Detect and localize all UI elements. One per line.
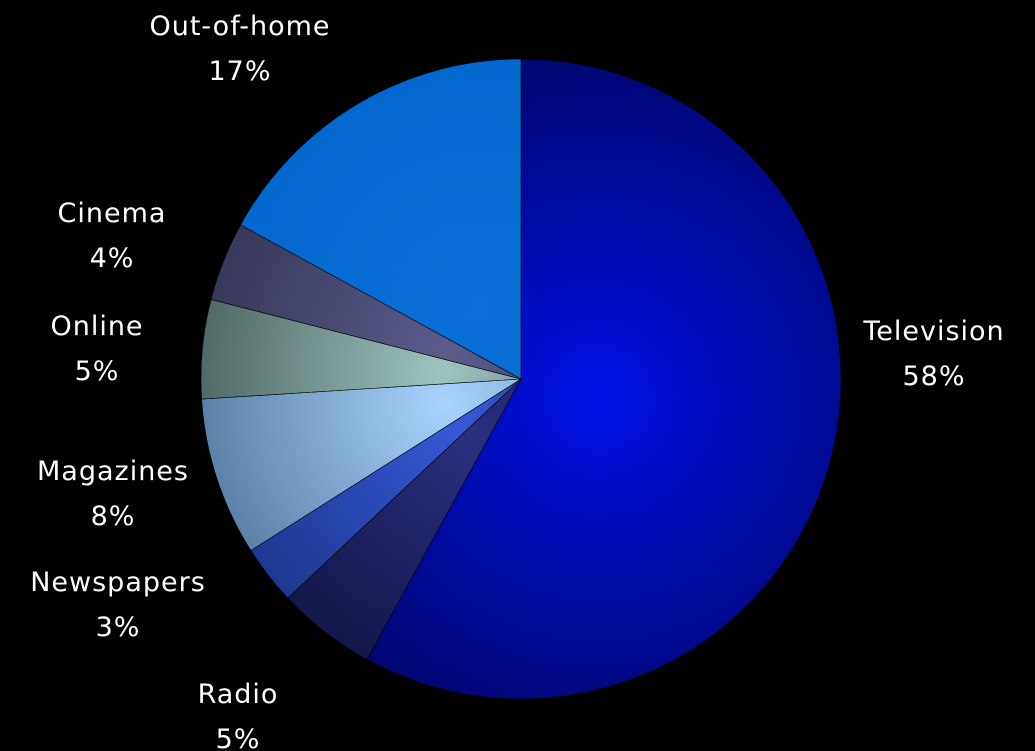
pie-labels: Television 58% Radio 5% Newspapers 3% Magazine… bbox=[30, 11, 1004, 751]
pie-slice-magazines bbox=[201, 378, 522, 551]
slice-percent: 8% bbox=[91, 501, 136, 532]
slice-percent: 3% bbox=[96, 612, 141, 643]
pie-slice-out-of-home bbox=[240, 58, 522, 380]
slice-label: Radio bbox=[198, 679, 279, 710]
slice-label: Television bbox=[862, 316, 1004, 347]
pie-slice-television bbox=[366, 58, 842, 700]
pie-slices bbox=[200, 58, 842, 700]
slice-percent: 58% bbox=[902, 361, 965, 392]
slice-label: Newspapers bbox=[30, 567, 206, 598]
slice-percent: 4% bbox=[90, 243, 135, 274]
slice-label: Out-of-home bbox=[149, 11, 330, 42]
slice-percent: 5% bbox=[216, 724, 261, 751]
slice-label: Magazines bbox=[37, 456, 189, 487]
slice-percent: 5% bbox=[75, 356, 120, 387]
slice-percent: 17% bbox=[208, 56, 271, 87]
slice-label: Cinema bbox=[58, 198, 167, 229]
slice-label: Online bbox=[50, 311, 143, 342]
